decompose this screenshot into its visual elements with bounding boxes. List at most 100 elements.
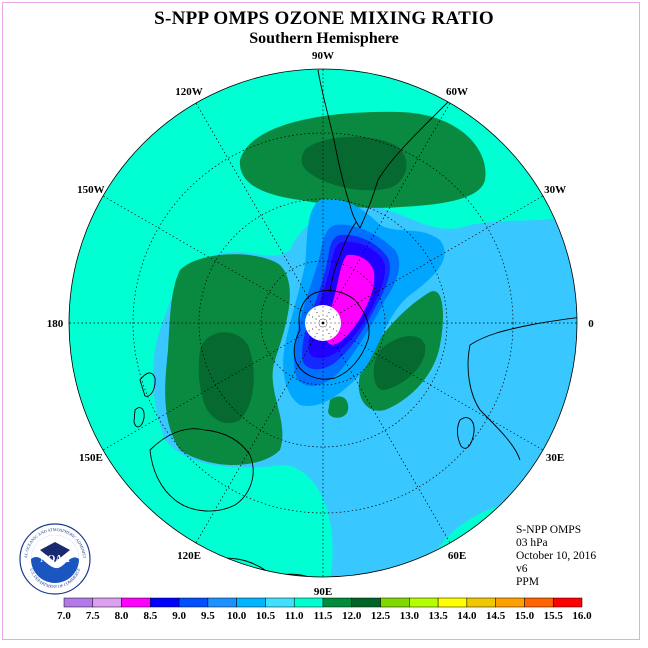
ozone-field — [69, 69, 577, 577]
coastline-segment — [149, 428, 254, 512]
cap-dot — [324, 325, 326, 327]
longitude-label: 150E — [79, 452, 103, 464]
meridian-line — [97, 192, 306, 314]
cap-dot — [322, 314, 324, 316]
cap-dot — [329, 326, 331, 328]
colorbar-label: 14.0 — [457, 610, 477, 622]
cap-dot — [325, 320, 327, 322]
colorbar-swatch — [178, 597, 209, 608]
colorbar-label: 16.0 — [572, 610, 592, 622]
cap-dot — [328, 332, 330, 334]
meridian-line — [192, 97, 314, 306]
cap-dot — [322, 310, 324, 312]
cap-dot — [324, 319, 326, 321]
colorbar-label: 11.5 — [314, 610, 333, 622]
colorbar-label: 7.0 — [57, 610, 71, 622]
colorbar-label: 15.5 — [544, 610, 564, 622]
cap-dot — [330, 336, 332, 338]
cap-dot — [318, 315, 320, 317]
colorbar-label: 13.5 — [428, 610, 448, 622]
info-date: October 10, 2016 — [516, 550, 597, 562]
cap-dot — [336, 314, 338, 316]
meridian-line — [340, 192, 549, 314]
map-boundary — [68, 68, 578, 578]
cap-dot — [314, 336, 316, 338]
longitude-label: 0 — [588, 318, 594, 330]
cap-dot — [315, 318, 317, 320]
colorbar-label: 9.5 — [201, 610, 215, 622]
coastline-segment — [329, 221, 357, 293]
noaa-logo: NOAA NATIONAL OCEANIC AND ATMOSPHERIC AD… — [16, 518, 92, 601]
colorbar-label: 12.5 — [371, 610, 391, 622]
cap-dot — [318, 329, 320, 331]
cap-dot — [330, 308, 332, 310]
colorbar-swatch — [409, 597, 439, 608]
cap-dot — [328, 312, 330, 314]
longitude-label: 30W — [544, 184, 566, 196]
info-instrument: S-NPP OMPS — [516, 524, 582, 536]
cap-dot — [318, 322, 320, 324]
longitude-label: 60W — [446, 86, 468, 98]
cap-dot — [315, 326, 317, 328]
longitude-label: 120E — [177, 550, 201, 562]
parallel-circle — [260, 260, 386, 386]
longitude-label: 90W — [312, 50, 334, 62]
colorbar-label: 7.5 — [86, 610, 100, 622]
coastline-segment — [293, 289, 370, 380]
colorbar-swatch — [236, 597, 266, 608]
longitude-label: 90E — [314, 586, 332, 598]
figure-border — [2, 2, 640, 640]
cap-dot — [314, 308, 316, 310]
coastline-segment — [133, 372, 156, 428]
meridian-line — [97, 332, 306, 454]
colorbar-swatch — [150, 597, 180, 608]
map-subtitle: Southern Hemisphere — [249, 30, 399, 47]
colorbar-label: 8.0 — [115, 610, 129, 622]
colorbar-swatch — [322, 597, 353, 608]
colorbar-swatch — [293, 597, 324, 608]
noaa-logo-graphic: NOAA NATIONAL OCEANIC AND ATMOSPHERIC AD… — [16, 518, 91, 595]
cap-dot — [319, 320, 321, 322]
longitude-label: 180 — [47, 318, 64, 330]
cap-dot — [308, 330, 310, 332]
colorbar-swatch — [495, 597, 525, 608]
colorbar-swatch — [351, 597, 381, 608]
polar-cap-graticule — [306, 306, 340, 340]
noaa-logo-text: NOAA — [40, 554, 70, 565]
longitude-labels: 90W 60W 120W 30W 150W 0 180 30E 150E 60E 120E 90E — [47, 50, 595, 598]
colorbar-swatch — [207, 597, 237, 608]
meridian-line — [340, 332, 549, 454]
colorbar-swatch — [524, 597, 554, 608]
meridian-line — [192, 340, 314, 549]
cap-dot — [326, 315, 328, 317]
cap-dot — [322, 338, 324, 340]
cap-dot — [322, 334, 324, 336]
colorbar-label: 13.0 — [400, 610, 420, 622]
cap-dot — [320, 319, 322, 321]
info-block: S-NPP OMPS 03 hPa October 10, 2016 v6 PP… — [516, 524, 596, 589]
longitude-label: 30E — [546, 452, 564, 464]
colorbar-swatch — [92, 597, 122, 608]
cap-dot — [322, 326, 324, 328]
info-units: PPM — [516, 576, 540, 588]
cap-dot — [332, 328, 334, 330]
coastline-segment — [467, 315, 577, 461]
longitude-label: 150W — [77, 184, 105, 196]
meridian-line — [332, 97, 454, 306]
map-title: S-NPP OMPS OZONE MIXING RATIO — [154, 8, 494, 29]
cap-dot — [312, 328, 314, 330]
cap-dot — [316, 332, 318, 334]
cap-dot — [325, 324, 327, 326]
colorbar-label: 8.5 — [143, 610, 157, 622]
coastline-segment — [457, 417, 475, 449]
colorbar-swatch — [265, 597, 295, 608]
cap-dot — [314, 322, 316, 324]
colorbar-swatch — [380, 597, 410, 608]
cap-dot — [308, 314, 310, 316]
cap-dot — [306, 322, 308, 324]
meridian-line — [332, 340, 454, 549]
colorbar-label: 15.0 — [515, 610, 535, 622]
cap-dot — [320, 325, 322, 327]
colorbar-swatch — [437, 597, 468, 608]
